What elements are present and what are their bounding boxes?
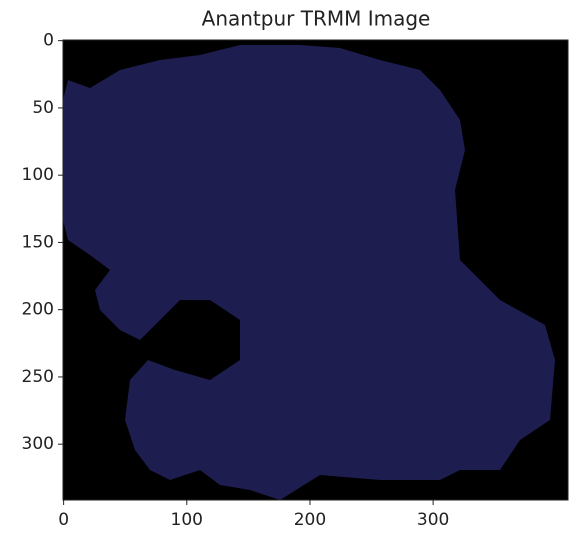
x-tick-label: 0 [58, 510, 69, 530]
x-tick-label: 100 [171, 510, 203, 530]
plot-frame [62, 39, 569, 501]
y-tick-label: 50 [32, 98, 54, 118]
y-tick-label: 300 [22, 434, 54, 454]
y-tick-label: 0 [43, 31, 54, 51]
y-tick-label: 100 [22, 165, 54, 185]
y-tick-label: 200 [22, 300, 54, 320]
y-tick-label: 250 [22, 367, 54, 387]
y-tick-label: 150 [22, 232, 54, 252]
x-tick-label: 300 [417, 510, 449, 530]
image-region [63, 45, 555, 500]
x-tick-label: 200 [294, 510, 326, 530]
chart-title: Anantpur TRMM Image [202, 7, 431, 31]
